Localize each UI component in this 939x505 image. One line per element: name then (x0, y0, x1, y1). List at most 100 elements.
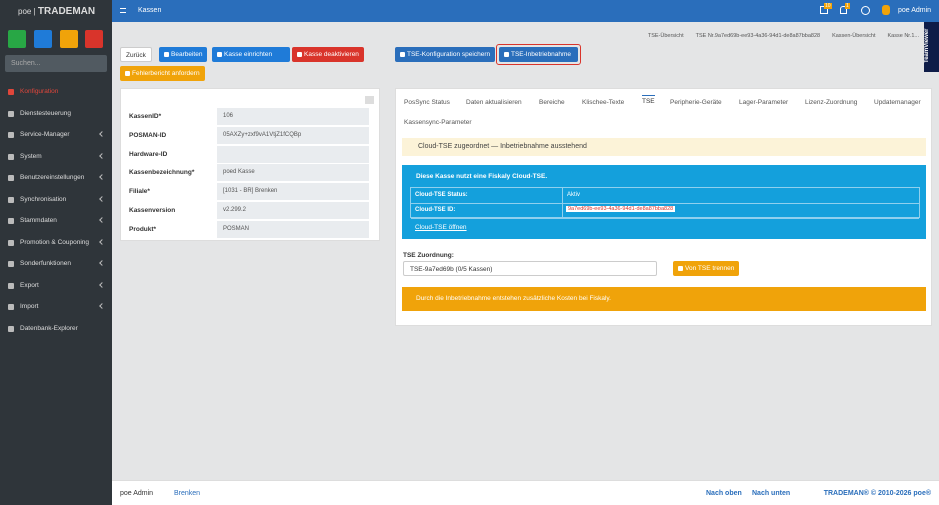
info-title: Diese Kasse nutzt eine Fiskaly Cloud-TSE… (416, 173, 548, 180)
scroll-down[interactable]: Nach unten (752, 490, 791, 497)
breadcrumb-item[interactable]: TSE-Übersicht (647, 33, 684, 39)
field-label: Kassenbezeichnung* (129, 169, 195, 177)
icon (125, 70, 130, 76)
field-label: Kassenversion (129, 207, 176, 214)
tab[interactable]: Updatemanager (874, 99, 921, 106)
menu-label: Sonderfunktionen (20, 260, 71, 267)
menu-item[interactable]: Stammdaten (0, 211, 112, 231)
tab[interactable]: PosSync Status (404, 99, 450, 106)
menu-item[interactable]: Dienstesteuerung (0, 104, 112, 124)
quick-button[interactable] (60, 30, 78, 48)
teamviewer-tab[interactable]: TeamViewer (924, 22, 939, 72)
tab[interactable]: Bereiche (539, 99, 565, 106)
cell-value: Aktiv (567, 192, 581, 198)
menu-icon (8, 325, 14, 332)
highlight (496, 44, 581, 65)
assign-label: TSE Zuordnung: (403, 252, 454, 259)
menu-item[interactable]: Service-Manager (0, 125, 112, 145)
tab[interactable]: TSE (642, 95, 655, 105)
menu-toggle[interactable] (120, 8, 126, 13)
detach-button[interactable]: Von TSE trennen (673, 261, 740, 276)
field-value (217, 145, 369, 163)
menu-item[interactable]: Datenbank-Explorer (0, 319, 112, 339)
field-value: [1031 - BR] Brenken (217, 183, 369, 201)
menu-item[interactable]: Export (0, 276, 112, 296)
chevron (99, 217, 105, 223)
tab[interactable]: Klischee-Texte (582, 99, 625, 106)
chevron (99, 174, 105, 180)
copyright: TRADEMAN® © 2010-2026 poe® (823, 490, 931, 497)
page-title: Kassen (138, 7, 162, 14)
field-label: POSMAN-ID (129, 131, 167, 139)
quick-button[interactable] (34, 30, 52, 48)
tab[interactable]: Lager-Parameter (739, 99, 789, 106)
back-button[interactable]: Zurück (120, 47, 152, 62)
quick-button[interactable] (85, 30, 103, 48)
menu-icon (8, 196, 14, 203)
logo: poe | TRADEMAN (18, 6, 96, 17)
badge: 10 (824, 3, 832, 9)
icon (678, 265, 683, 271)
menu-icon (8, 239, 14, 246)
icon (400, 51, 405, 57)
user-name[interactable]: poe Admin (898, 7, 932, 14)
cloud-link[interactable]: Cloud-TSE öffnen (415, 224, 467, 231)
tab[interactable]: Lizenz-Zuordnung (805, 99, 858, 106)
footer-branch[interactable]: Brenken (174, 490, 201, 497)
menu-icon (8, 89, 14, 95)
menu-label: Service-Manager (20, 131, 70, 138)
field-label: KassenID* (129, 113, 162, 120)
deactivate-button[interactable]: Kasse deaktivieren (292, 47, 364, 62)
chevron (99, 303, 105, 309)
menu-icon (8, 282, 14, 289)
sidebar: poe | TRADEMAN Suchen... Konfiguration Di… (0, 0, 112, 505)
tab[interactable]: Peripherie-Geräte (670, 99, 722, 106)
label: TSE-Konfiguration speichern (407, 51, 491, 58)
menu-item[interactable]: Synchronisation (0, 190, 112, 210)
menu-icon (8, 175, 14, 181)
menu-item[interactable]: System (0, 147, 112, 167)
badge: 1 (845, 3, 850, 9)
icon (297, 51, 302, 57)
icon (164, 51, 169, 57)
bell-icon[interactable] (840, 6, 847, 14)
menu-icon (8, 304, 14, 310)
brand-name: TRADEMAN (37, 6, 96, 17)
menu-label: System (20, 152, 42, 160)
breadcrumb-item[interactable]: Kasse Nr.1... (887, 33, 920, 39)
setup-button[interactable]: Kasse einrichten (212, 47, 290, 62)
menu-label: Dienstesteuerung (20, 109, 71, 117)
search-input[interactable]: Suchen... (5, 55, 107, 72)
save-tse-button[interactable]: TSE-Konfiguration speichern (395, 47, 496, 62)
tab[interactable]: Kassensync-Parameter (404, 119, 472, 126)
edit-button[interactable]: Bearbeiten (159, 47, 208, 62)
menu-item[interactable]: Promotion & Couponing (0, 233, 112, 253)
tab[interactable]: Daten aktualisieren (466, 99, 522, 106)
breadcrumb-item[interactable]: TSE Nr.9a7ed69b-ee93-4a36-94d1-de8a87bba… (695, 33, 821, 39)
tse-select[interactable]: TSE-9a7ed69b (0/5 Kassen) (403, 261, 657, 276)
footer: poe Admin Brenken Nach oben Nach unten T… (112, 480, 939, 505)
field-value: poed Kasse (217, 164, 369, 182)
menu-item[interactable]: Sonderfunktionen (0, 254, 112, 274)
cell-divider (562, 203, 563, 218)
label: Von TSE trennen (685, 265, 735, 272)
settings-icon[interactable] (365, 96, 374, 104)
commission-button[interactable]: TSE-Inbetriebnahme (499, 47, 578, 62)
field-value: 05AXZy+zxf9vA1VtjZ1fCQBp (217, 126, 369, 144)
scroll-up[interactable]: Nach oben (706, 490, 742, 497)
field-label: Hardware-ID (129, 150, 168, 158)
menu-item[interactable]: Benutzereinstellungen (0, 168, 112, 188)
quick-button[interactable] (8, 30, 26, 48)
help-icon[interactable] (861, 6, 870, 15)
report-button[interactable]: Fehlerbericht anfordern (120, 66, 205, 81)
breadcrumb-item[interactable]: Kassen-Übersicht (832, 33, 876, 39)
label: TSE-Inbetriebnahme (511, 51, 571, 58)
menu-label: Promotion & Couponing (20, 238, 90, 246)
chevron (99, 131, 105, 137)
menu-item[interactable]: Konfiguration (0, 82, 112, 102)
field-value: v2.299.2 (217, 202, 369, 219)
menu-item[interactable]: Import (0, 297, 112, 317)
label: Kasse deaktivieren (304, 51, 359, 58)
menu-icon (8, 132, 14, 138)
